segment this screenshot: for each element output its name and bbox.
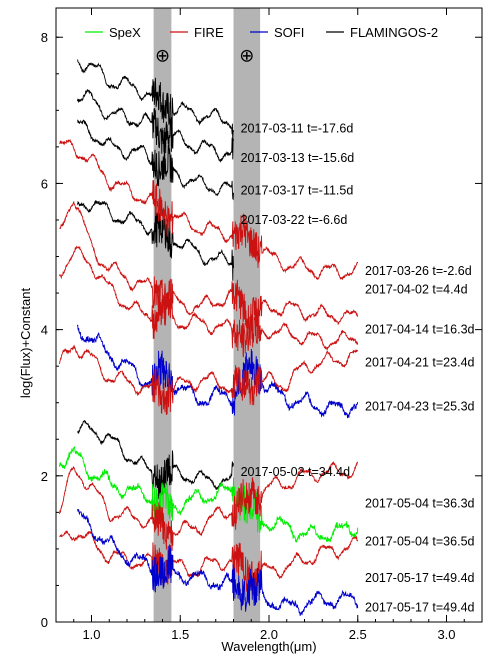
legend-label: FIRE bbox=[194, 25, 224, 40]
spectrum-label: 2017-04-14 t=16.3d bbox=[365, 323, 475, 337]
earth-symbol-icon: ⊕ bbox=[239, 46, 254, 66]
spectrum-labels: 2017-03-11 t=-17.6d 2017-03-13 t=-15.6d 20… bbox=[241, 122, 475, 615]
earth-symbol-icon: ⊕ bbox=[155, 46, 170, 66]
spectrum-label: 2017-03-22 t=-6.6d bbox=[241, 213, 348, 227]
x-tick-label: 1.0 bbox=[82, 627, 100, 642]
spectrum-line-8 bbox=[76, 324, 359, 419]
spectrum-label: 2017-03-11 t=-17.6d bbox=[241, 122, 354, 136]
x-axis-title: Wavelength(μm) bbox=[221, 639, 316, 654]
spectrum-line-13 bbox=[59, 530, 359, 597]
spectrum-line-7 bbox=[59, 245, 359, 358]
spectrum-label: 2017-05-02 t=34.4d bbox=[241, 465, 351, 479]
spectrum-label: 2017-05-04 t=36.5d bbox=[365, 535, 475, 549]
y-tick-label: 2 bbox=[41, 469, 48, 484]
spectrum-label: 2017-04-02 t=4.4d bbox=[365, 282, 468, 296]
y-axis-title: log(Flux)+Constant bbox=[18, 288, 33, 399]
legend-label: SOFI bbox=[274, 25, 304, 40]
spectrum-line-6 bbox=[59, 201, 359, 339]
x-tick-label: 2.0 bbox=[260, 627, 278, 642]
legend-label: SpeX bbox=[109, 25, 141, 40]
x-tick-label: 2.5 bbox=[349, 627, 367, 642]
legend: SpeX FIRE SOFI FLAMINGOS-2 bbox=[85, 25, 438, 40]
y-tick-label: 4 bbox=[41, 323, 48, 338]
spectrum-label: 2017-05-04 t=36.3d bbox=[365, 497, 475, 511]
spectrum-line-11 bbox=[59, 446, 359, 544]
spectrum-label: 2017-03-13 t=-15.6d bbox=[241, 151, 355, 165]
y-tick-label: 0 bbox=[41, 615, 48, 630]
axes: 1.0 1.5 2.0 2.5 3.0 0 2 4 6 8 bbox=[41, 7, 483, 642]
spectrum-line-9 bbox=[59, 344, 359, 416]
spectrum-label: 2017-05-17 t=49.4d bbox=[365, 600, 475, 614]
x-tick-label: 1.5 bbox=[171, 627, 189, 642]
spectrum-line-10 bbox=[76, 419, 234, 499]
spectrum-line-3 bbox=[77, 119, 234, 201]
spectrum-line-5 bbox=[59, 139, 359, 280]
spectrum-label: 2017-03-17 t=-11.5d bbox=[241, 184, 354, 198]
y-tick-label: 8 bbox=[41, 30, 48, 45]
spectrum-label: 2017-05-17 t=49.4d bbox=[365, 571, 475, 585]
spectrum-line-1 bbox=[77, 59, 234, 144]
spectrum-label: 2017-04-23 t=25.3d bbox=[365, 399, 475, 413]
legend-label: FLAMINGOS-2 bbox=[350, 25, 438, 40]
spectra-series bbox=[59, 59, 359, 616]
spectrum-line-2 bbox=[76, 89, 234, 163]
spectrum-line-14 bbox=[76, 508, 359, 616]
y-tick-label: 6 bbox=[41, 176, 48, 191]
spectrum-label: 2017-03-26 t=-2.6d bbox=[365, 264, 472, 278]
x-tick-label: 3.0 bbox=[437, 627, 455, 642]
spectrum-line-12 bbox=[59, 460, 359, 552]
spectrum-label: 2017-04-21 t=23.4d bbox=[365, 356, 475, 370]
